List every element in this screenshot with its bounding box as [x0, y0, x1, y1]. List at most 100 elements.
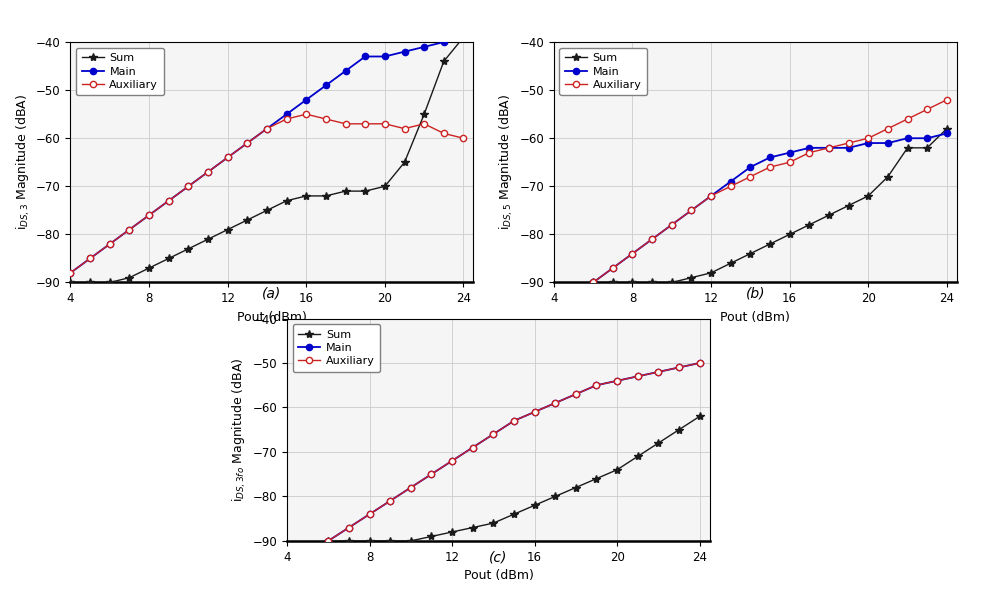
Auxiliary — [242, 139, 254, 147]
Auxiliary — [607, 264, 619, 272]
Sum — [143, 264, 155, 272]
Legend: Sum, Main, Auxiliary: Sum, Main, Auxiliary — [560, 47, 648, 96]
Main — [508, 417, 520, 424]
Sum — [425, 533, 437, 540]
Sum — [163, 255, 175, 262]
Main — [901, 135, 913, 142]
Line: Main: Main — [325, 360, 703, 544]
Sum — [570, 484, 582, 491]
Sum — [399, 159, 411, 166]
Main — [202, 168, 214, 175]
Auxiliary — [261, 125, 273, 132]
Sum — [446, 528, 458, 535]
Auxiliary — [425, 471, 437, 478]
Auxiliary — [508, 417, 520, 424]
Auxiliary — [529, 408, 541, 415]
Sum — [646, 279, 659, 286]
Sum — [457, 34, 469, 41]
Sum — [941, 125, 953, 132]
Sum — [322, 537, 334, 545]
Main — [339, 67, 351, 75]
Sum — [124, 274, 136, 281]
Main — [85, 255, 97, 262]
Auxiliary — [379, 120, 391, 127]
Auxiliary — [438, 130, 450, 137]
Auxiliary — [590, 382, 602, 389]
X-axis label: Pout (dBm): Pout (dBm) — [720, 311, 790, 324]
Text: (a): (a) — [262, 287, 282, 300]
Auxiliary — [124, 226, 136, 233]
Auxiliary — [570, 391, 582, 398]
Main — [379, 53, 391, 60]
Main — [64, 269, 77, 276]
Auxiliary — [418, 120, 430, 127]
Auxiliary — [823, 144, 835, 151]
X-axis label: Pout (dBm): Pout (dBm) — [463, 569, 534, 582]
Sum — [529, 502, 541, 509]
Auxiliary — [64, 269, 77, 276]
Sum — [921, 144, 933, 151]
Main — [804, 144, 816, 151]
Sum — [725, 260, 737, 267]
Sum — [222, 226, 234, 233]
Main — [222, 154, 234, 161]
Main — [457, 34, 469, 41]
Sum — [405, 537, 417, 545]
Main — [862, 139, 874, 147]
Sum — [673, 426, 685, 433]
Sum — [339, 188, 351, 195]
Sum — [104, 279, 116, 286]
Auxiliary — [342, 524, 354, 531]
Sum — [590, 475, 602, 482]
Auxiliary — [222, 154, 234, 161]
Auxiliary — [322, 537, 334, 545]
Text: (b): (b) — [745, 287, 765, 300]
Auxiliary — [202, 168, 214, 175]
Auxiliary — [405, 484, 417, 491]
Main — [653, 368, 665, 376]
Auxiliary — [673, 364, 685, 371]
Auxiliary — [587, 279, 599, 286]
Auxiliary — [804, 149, 816, 156]
Auxiliary — [399, 125, 411, 132]
Auxiliary — [862, 135, 874, 142]
Main — [570, 391, 582, 398]
Sum — [666, 279, 678, 286]
Main — [104, 240, 116, 248]
Sum — [261, 207, 273, 214]
Line: Sum: Sum — [66, 33, 467, 287]
Auxiliary — [783, 159, 796, 166]
Main — [300, 96, 312, 103]
Sum — [466, 524, 478, 531]
Auxiliary — [666, 221, 678, 228]
Text: (c): (c) — [489, 551, 508, 565]
Main — [673, 364, 685, 371]
Main — [425, 471, 437, 478]
Main — [921, 135, 933, 142]
Sum — [882, 173, 894, 180]
Sum — [783, 231, 796, 238]
Auxiliary — [85, 255, 97, 262]
Main — [405, 484, 417, 491]
Sum — [611, 466, 623, 474]
Auxiliary — [143, 212, 155, 219]
Sum — [379, 183, 391, 190]
Sum — [804, 221, 816, 228]
Auxiliary — [764, 163, 776, 171]
Main — [590, 382, 602, 389]
Auxiliary — [359, 120, 372, 127]
Auxiliary — [364, 511, 376, 518]
Main — [163, 197, 175, 204]
Auxiliary — [941, 96, 953, 103]
Auxiliary — [182, 183, 194, 190]
Sum — [549, 493, 561, 500]
Main — [124, 226, 136, 233]
Main — [646, 236, 659, 243]
Main — [466, 444, 478, 451]
Sum — [320, 192, 332, 200]
Main — [764, 154, 776, 161]
Sum — [342, 537, 354, 545]
Sum — [438, 58, 450, 65]
Legend: Sum, Main, Auxiliary: Sum, Main, Auxiliary — [293, 324, 381, 372]
Auxiliary — [901, 115, 913, 123]
